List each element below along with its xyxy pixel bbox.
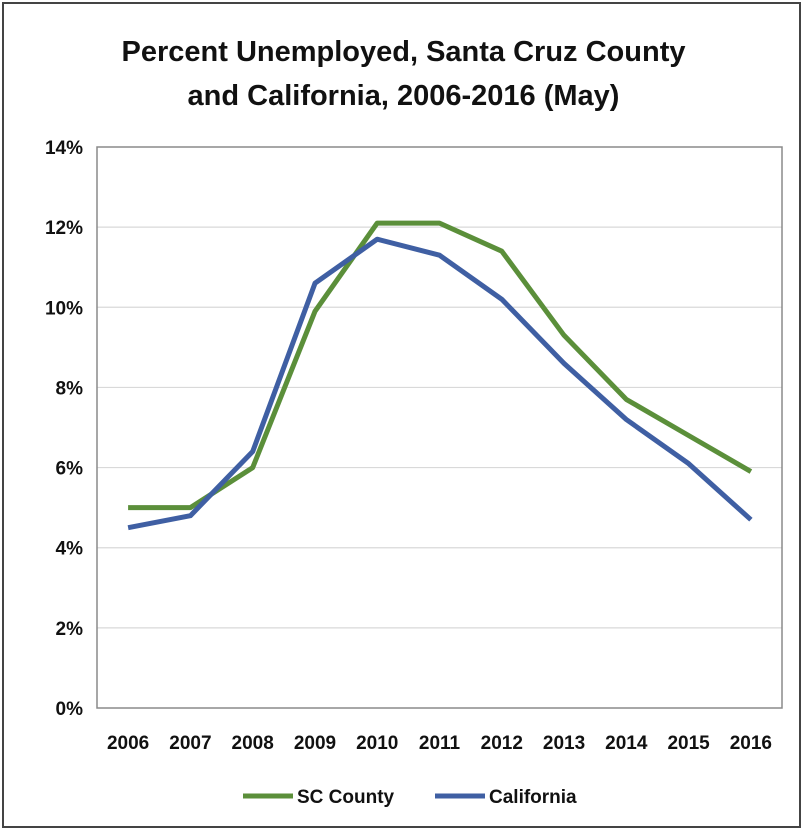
legend-label: California — [489, 787, 577, 808]
chart-title-line-2: and California, 2006-2016 (May) — [187, 80, 620, 112]
y-tick-label: 12% — [45, 218, 83, 239]
y-tick-label: 2% — [56, 619, 84, 640]
x-axis-ticks: 2006 2007 2008 2009 2010 2011 2012 2013 2014 2015… — [107, 733, 772, 754]
x-tick-label: 2009 — [294, 733, 336, 754]
gridlines — [97, 226, 782, 629]
y-tick-label: 6% — [56, 459, 84, 480]
x-tick-label: 2015 — [667, 733, 710, 754]
x-tick-label: 2010 — [356, 733, 398, 754]
series-line-california — [127, 236, 753, 531]
legend: SC County California — [243, 787, 577, 808]
legend-label: SC County — [297, 787, 395, 808]
x-tick-label: 2016 — [730, 733, 772, 754]
x-tick-label: 2013 — [543, 733, 585, 754]
y-axis-ticks: 0% 2% 4% 6% 8% 10% 12% 14% — [45, 138, 83, 720]
y-tick-label: 14% — [45, 138, 83, 159]
chart-title: Percent Unemployed, Santa Cruz County an… — [0, 30, 807, 118]
x-tick-label: 2011 — [419, 733, 461, 754]
series-line-sc-county — [128, 220, 753, 511]
y-tick-label: 4% — [56, 539, 84, 560]
x-tick-label: 2014 — [605, 733, 648, 754]
x-tick-label: 2006 — [107, 733, 149, 754]
y-tick-label: 8% — [56, 378, 84, 399]
x-tick-label: 2012 — [481, 733, 523, 754]
y-tick-label: 10% — [45, 298, 83, 319]
x-tick-label: 2007 — [169, 733, 211, 754]
x-tick-label: 2008 — [232, 733, 274, 754]
plot-area — [96, 146, 783, 709]
chart-title-line-1: Percent Unemployed, Santa Cruz County — [121, 36, 686, 68]
series-lines — [127, 220, 753, 531]
y-tick-label: 0% — [56, 699, 84, 720]
